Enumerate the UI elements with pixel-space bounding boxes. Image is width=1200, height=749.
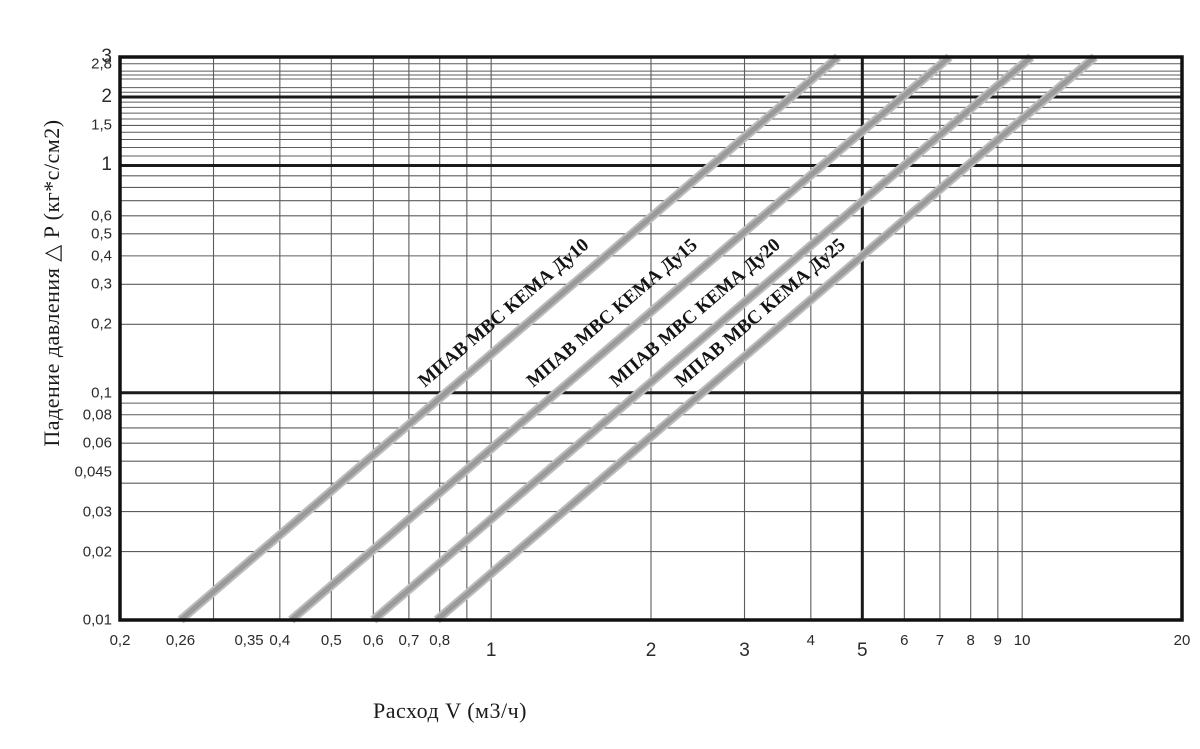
plot-area: МПАВ МВС КЕМА Ду10 МПАВ МВС КЕМА Ду15 МПАВ… xyxy=(118,53,1184,624)
series-line xyxy=(178,55,840,622)
series-line xyxy=(435,55,1097,622)
series-curves xyxy=(177,53,1098,624)
x-tick-label: 5 xyxy=(857,640,868,661)
y-tick-label: 0,1 xyxy=(91,384,112,402)
series-label: МПАВ МВС КЕМА Ду15 xyxy=(523,234,702,391)
series-line xyxy=(289,55,952,622)
x-tick-label: 20 xyxy=(1173,632,1191,649)
y-tick-label: 0,3 xyxy=(91,275,112,293)
y-tick-label: 2,8 xyxy=(91,55,112,73)
x-tick-label: 0,5 xyxy=(320,632,342,649)
y-tick-label: 0,03 xyxy=(82,503,112,521)
plot-frame xyxy=(118,55,1184,622)
x-tick-label: 1 xyxy=(485,640,497,661)
x-tick-label: 10 xyxy=(1013,632,1031,649)
x-tick-label: 0,7 xyxy=(398,632,420,649)
x-tick-label: 2 xyxy=(645,640,657,661)
y-tick-label: 0,5 xyxy=(91,225,112,243)
emphasized-grid-lines xyxy=(120,57,1182,620)
y-tick-label: 1 xyxy=(101,154,112,176)
y-tick-label: 0,02 xyxy=(82,543,112,561)
x-tick-label: 0,4 xyxy=(269,632,291,649)
x-tick-label: 0,35 xyxy=(234,632,264,649)
series-label: МПАВ МВС КЕМА Ду10 xyxy=(414,234,593,391)
x-tick-label: 0,2 xyxy=(109,632,131,649)
x-tick-label: 0,6 xyxy=(362,632,384,649)
y-tick-label: 0,045 xyxy=(74,463,112,481)
y-tick-label: 1,5 xyxy=(91,116,112,134)
x-tick-label: 6 xyxy=(900,632,909,649)
x-tick-label: 3 xyxy=(739,640,750,661)
y-tick-label: 3 xyxy=(101,46,112,67)
x-tick-label: 8 xyxy=(966,632,975,649)
y-tick-label: 2 xyxy=(101,86,112,108)
x-tick-label: 0,8 xyxy=(429,632,451,649)
y-tick-label: 0,2 xyxy=(91,315,112,333)
y-tick-label: 0,4 xyxy=(91,247,112,265)
y-tick-label: 0,01 xyxy=(82,611,112,629)
y-tick-label: 0,6 xyxy=(91,207,112,225)
series-line xyxy=(371,55,1033,622)
x-tick-label: 0,26 xyxy=(165,632,196,649)
plot-border xyxy=(118,55,1184,622)
x-tick-label: 7 xyxy=(935,632,945,649)
y-tick-label: 0,08 xyxy=(82,406,112,424)
y-tick-label: 0,06 xyxy=(82,434,112,452)
x-tick-label: 9 xyxy=(993,632,1003,649)
x-axis-title: Расход V (м3/ч) xyxy=(373,698,527,723)
x-tick-label: 4 xyxy=(806,632,816,649)
